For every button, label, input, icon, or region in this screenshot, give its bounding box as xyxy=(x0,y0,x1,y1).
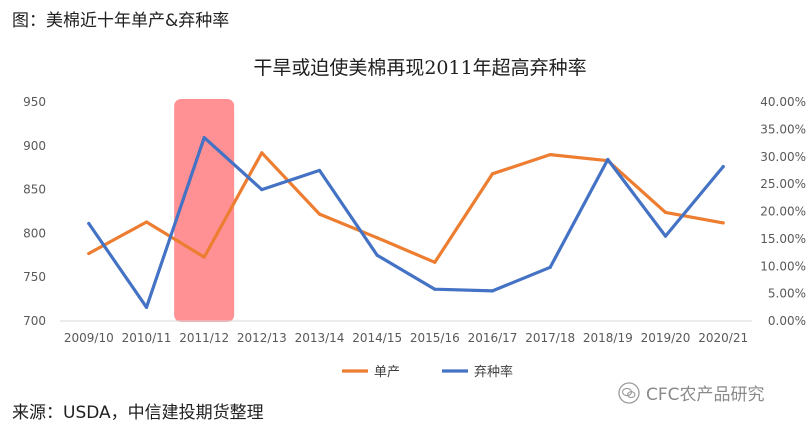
watermark-text: CFC农产品研究 xyxy=(646,385,765,405)
y-left-tick-label: 750 xyxy=(23,270,46,284)
y-left-tick-label: 950 xyxy=(23,95,46,109)
x-tick-label: 2009/10 xyxy=(64,331,114,345)
data-point xyxy=(606,157,610,162)
series-line-2 xyxy=(87,136,725,309)
y-left-tick-label: 900 xyxy=(23,139,46,153)
data-point xyxy=(548,265,552,269)
data-point xyxy=(721,221,725,225)
y-right-tick-label: 40.00% xyxy=(760,95,806,109)
data-point xyxy=(375,236,379,240)
data-point xyxy=(548,152,552,157)
wechat-watermark: CFC农产品研究 xyxy=(618,380,765,405)
x-tick-label: 2017/18 xyxy=(525,331,575,345)
highlight-band xyxy=(174,99,235,322)
data-point xyxy=(490,172,495,176)
data-point xyxy=(260,151,264,155)
legend-label: 单产 xyxy=(374,365,400,380)
y-right-tick-label: 20.00% xyxy=(760,205,806,219)
series-line-1 xyxy=(87,151,725,264)
y-right-tick-label: 5.00% xyxy=(768,287,806,301)
data-point xyxy=(87,251,91,256)
data-point xyxy=(317,212,322,216)
data-point xyxy=(375,253,379,257)
y-right-tick-label: 25.00% xyxy=(760,177,806,191)
data-point xyxy=(202,135,206,140)
y-right-tick-label: 10.00% xyxy=(760,259,806,273)
wechat-icon xyxy=(618,381,640,404)
data-point xyxy=(144,220,149,224)
legend-label: 弃种率 xyxy=(474,364,513,380)
data-point xyxy=(490,289,495,293)
data-point xyxy=(663,234,668,238)
y-left-tick-label: 800 xyxy=(23,226,46,240)
figure-caption: 图：美棉近十年单产&弃种率 xyxy=(12,11,230,31)
data-point xyxy=(433,260,437,264)
y-left-tick-label: 850 xyxy=(23,183,46,197)
x-tick-label: 2014/15 xyxy=(352,331,402,345)
x-tick-label: 2019/20 xyxy=(641,331,691,345)
x-tick-label: 2012/13 xyxy=(237,331,287,345)
x-tick-label: 2011/12 xyxy=(179,331,229,345)
x-tick-label: 2013/14 xyxy=(295,331,345,345)
x-tick-label: 2020/21 xyxy=(698,331,748,345)
y-right-tick-label: 35.00% xyxy=(760,122,806,136)
data-point xyxy=(433,287,437,291)
data-point xyxy=(721,165,725,169)
chart-title: 干旱或迫使美棉再现2011年超高弃种率 xyxy=(253,57,586,79)
y-right-tick-label: 15.00% xyxy=(760,232,806,246)
x-tick-label: 2018/19 xyxy=(583,331,633,345)
data-point xyxy=(663,210,668,214)
data-point xyxy=(144,305,149,309)
source-note: 来源：USDA，中信建投期货整理 xyxy=(12,403,264,423)
y-right-tick-label: 30.00% xyxy=(760,150,806,164)
x-tick-label: 2016/17 xyxy=(468,331,518,345)
data-point xyxy=(317,168,322,173)
data-point xyxy=(202,255,206,259)
y-right-tick-label: 0.00% xyxy=(768,314,806,328)
data-point xyxy=(260,188,264,192)
y-left-tick-label: 700 xyxy=(23,314,46,328)
x-tick-label: 2010/11 xyxy=(122,331,172,345)
data-point xyxy=(87,221,91,226)
x-tick-label: 2015/16 xyxy=(410,331,460,345)
